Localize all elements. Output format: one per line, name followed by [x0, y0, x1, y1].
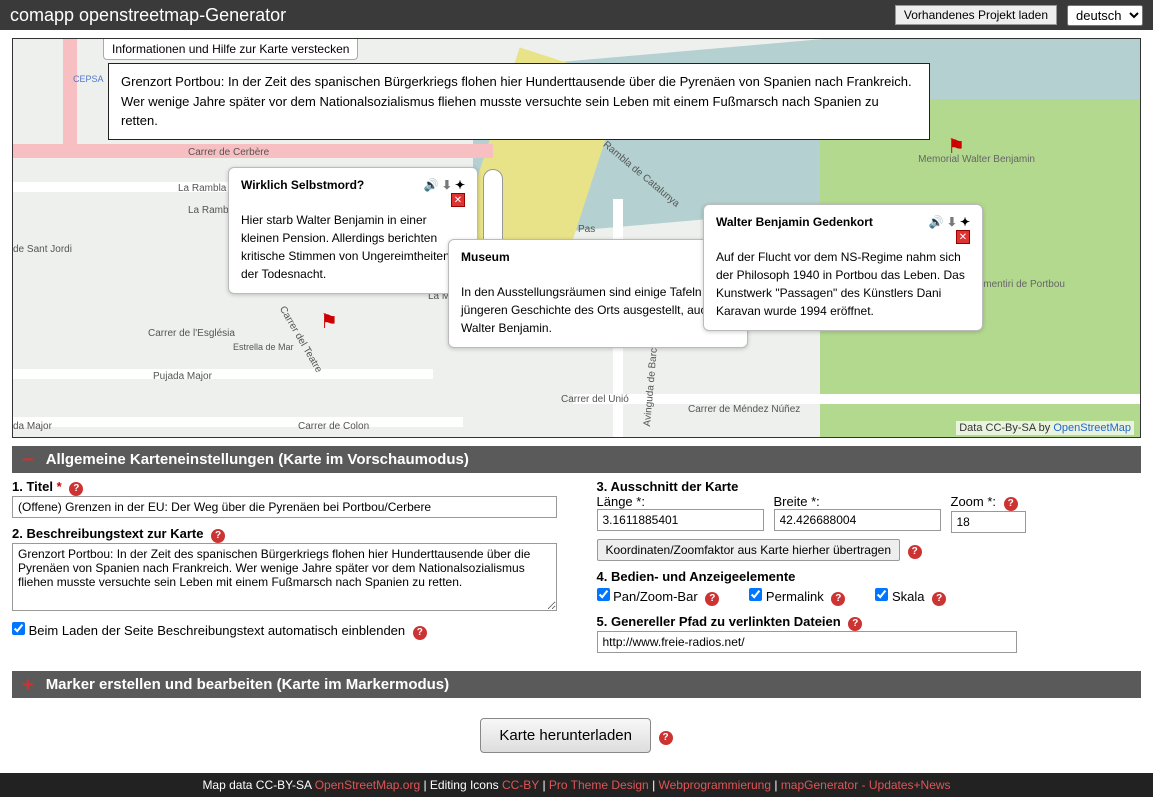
section2-header: + Marker erstellen und bearbeiten (Karte… — [12, 671, 1141, 698]
flag-marker-icon[interactable]: ⚑ — [947, 134, 965, 159]
section1-form: 1. Titel * ? 2. Beschreibungstext zur Ka… — [12, 479, 1141, 661]
controls-label: 4. Bedien- und Anzeigeelemente — [597, 569, 796, 584]
popup-title: Walter Benjamin Gedenkort — [716, 215, 873, 229]
footer-link[interactable]: OpenStreetMap.org — [315, 778, 420, 792]
help-icon[interactable]: ? — [211, 529, 225, 543]
audio-icon[interactable]: 🔊 — [424, 178, 439, 192]
top-bar: comapp openstreetmap-Generator Vorhanden… — [0, 0, 1153, 30]
osm-link[interactable]: OpenStreetMap — [1053, 422, 1131, 434]
pin-icon[interactable]: ✦ — [455, 178, 465, 192]
help-icon[interactable]: ? — [831, 592, 845, 606]
arrow-down-icon[interactable]: ⬇ — [947, 215, 957, 229]
map-popup: Wirklich Selbstmord? 🔊⬇✦✕ Hier starb Walte… — [228, 167, 478, 294]
section1-header: − Allgemeine Karteneinstellungen (Karte … — [12, 446, 1141, 473]
footer: Map data CC-BY-SA OpenStreetMap.org | Ed… — [0, 773, 1153, 797]
footer-link[interactable]: CC-BY — [502, 778, 539, 792]
popup-title: Museum — [461, 250, 510, 264]
help-icon[interactable]: ? — [413, 626, 427, 640]
app-title: comapp openstreetmap-Generator — [10, 5, 895, 26]
popup-body: Hier starb Walter Benjamin in einer klei… — [241, 211, 465, 283]
popup-title: Wirklich Selbstmord? — [241, 178, 364, 192]
lon-input[interactable] — [597, 509, 764, 531]
extent-label: 3. Ausschnitt der Karte — [597, 479, 739, 494]
path-label: 5. Genereller Pfad zu verlinkten Dateien — [597, 614, 841, 629]
close-icon[interactable]: ✕ — [451, 193, 465, 207]
lat-label: Breite *: — [774, 494, 941, 509]
desc-textarea[interactable] — [12, 543, 557, 611]
panzoom-checkbox[interactable] — [597, 588, 610, 601]
transfer-coords-button[interactable]: Koordinaten/Zoomfaktor aus Karte hierher… — [597, 539, 901, 561]
lat-input[interactable] — [774, 509, 941, 531]
pin-icon[interactable]: ✦ — [960, 215, 970, 229]
path-input[interactable] — [597, 631, 1017, 653]
auto-show-label: Beim Laden der Seite Beschreibungstext a… — [29, 623, 406, 638]
language-select[interactable]: deutsch — [1067, 5, 1143, 26]
footer-link[interactable]: Pro Theme Design — [549, 778, 649, 792]
arrow-down-icon[interactable]: ⬇ — [442, 178, 452, 192]
title-input[interactable] — [12, 496, 557, 518]
download-button[interactable]: Karte herunterladen — [480, 718, 651, 753]
permalink-checkbox[interactable] — [749, 588, 762, 601]
help-icon[interactable]: ? — [69, 482, 83, 496]
help-icon[interactable]: ? — [659, 731, 673, 745]
zoom-label: Zoom *: — [951, 494, 997, 509]
map-attribution: Data CC-By-SA by OpenStreetMap — [956, 421, 1134, 435]
lon-label: Länge *: — [597, 494, 764, 509]
footer-link[interactable]: Webprogrammierung — [659, 778, 772, 792]
help-icon[interactable]: ? — [932, 592, 946, 606]
download-row: Karte herunterladen ? — [0, 698, 1153, 773]
audio-icon[interactable]: 🔊 — [929, 215, 944, 229]
help-icon[interactable]: ? — [908, 545, 922, 559]
map-preview[interactable]: Carrer de Cerbère La Rambla de Sant Jord… — [12, 38, 1141, 438]
desc-label: 2. Beschreibungstext zur Karte — [12, 526, 203, 541]
map-description-box: Grenzort Portbou: In der Zeit des spanis… — [108, 63, 930, 140]
footer-link[interactable]: mapGenerator - Updates+News — [781, 778, 951, 792]
close-icon[interactable]: ✕ — [956, 230, 970, 244]
help-icon[interactable]: ? — [848, 617, 862, 631]
flag-marker-icon[interactable]: ⚑ — [320, 309, 338, 334]
scale-checkbox[interactable] — [875, 588, 888, 601]
load-project-button[interactable]: Vorhandenes Projekt laden — [895, 5, 1057, 25]
map-popup: Walter Benjamin Gedenkort 🔊⬇✦✕ Auf der Flu… — [703, 204, 983, 331]
auto-show-checkbox[interactable] — [12, 622, 25, 635]
hide-info-button[interactable]: Informationen und Hilfe zur Karte verste… — [103, 39, 358, 60]
expand-icon[interactable]: + — [22, 678, 34, 692]
help-icon[interactable]: ? — [705, 592, 719, 606]
title-label: 1. Titel * — [12, 479, 62, 494]
help-icon[interactable]: ? — [1004, 497, 1018, 511]
popup-body: Auf der Flucht vor dem NS-Regime nahm si… — [716, 248, 970, 320]
collapse-icon[interactable]: − — [22, 453, 34, 467]
zoom-input[interactable] — [951, 511, 1026, 533]
popup-body: In den Ausstellungsräumen sind einige Ta… — [461, 283, 735, 337]
